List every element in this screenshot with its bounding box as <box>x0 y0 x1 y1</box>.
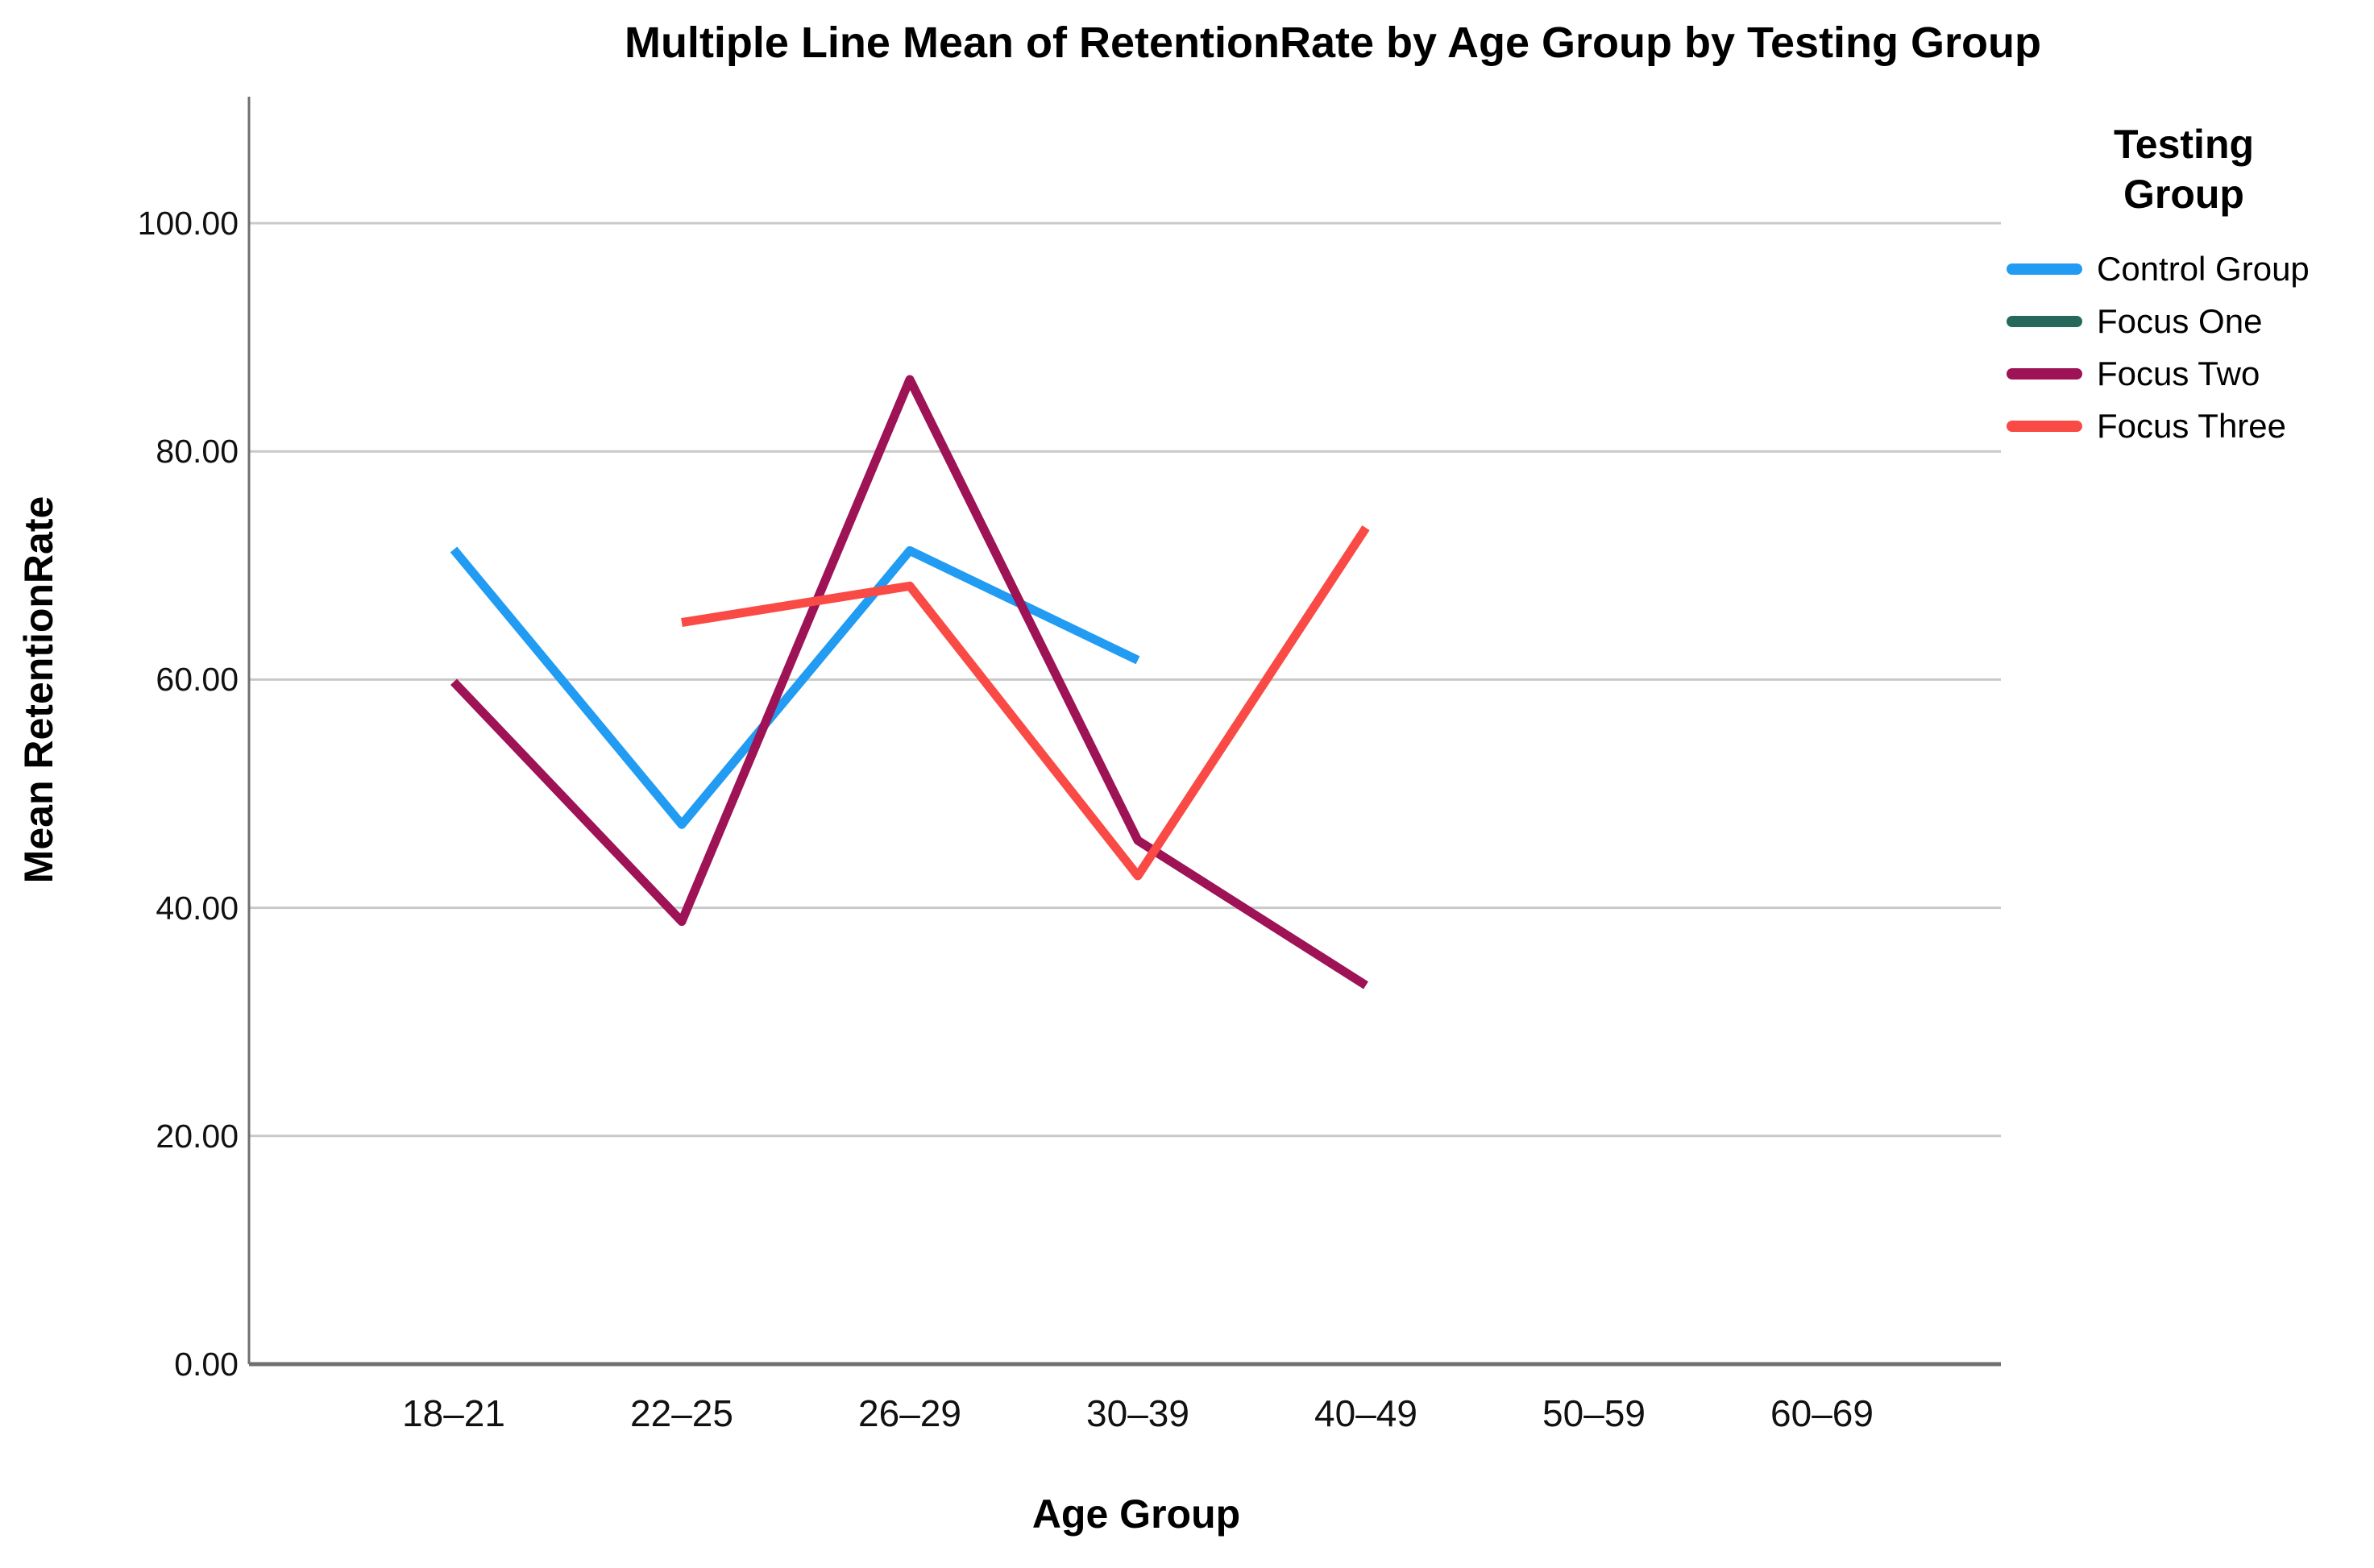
y-tick-label: 20.00 <box>156 1117 239 1155</box>
legend-swatch <box>2007 316 2082 327</box>
x-tick-label: 22–25 <box>630 1392 733 1434</box>
y-tick-label: 40.00 <box>156 889 239 927</box>
series-line-control-group <box>450 545 1140 829</box>
legend-title: Testing Group <box>2113 122 2255 217</box>
series-line-focus-two <box>450 375 1368 989</box>
legend-item-control-group: Control Group <box>1990 243 2374 295</box>
x-tick-label: 60–69 <box>1770 1392 1874 1434</box>
x-tick-label: 30–39 <box>1086 1392 1189 1434</box>
legend-item-label: Focus Three <box>2097 407 2286 445</box>
x-tick-label: 26–29 <box>858 1392 961 1434</box>
legend-item-label: Focus One <box>2097 302 2263 340</box>
chart-title: Multiple Line Mean of RetentionRate by A… <box>624 19 2042 67</box>
legend-item-label: Control Group <box>2097 250 2310 288</box>
x-tick-label: 18–21 <box>402 1392 505 1434</box>
y-tick-label: 80.00 <box>156 433 239 471</box>
legend-swatch <box>2007 263 2082 275</box>
y-tick-label: 60.00 <box>156 661 239 699</box>
x-axis-title: Age Group <box>1031 1491 1241 1537</box>
series-line-focus-three <box>681 525 1370 881</box>
legend-item-focus-three: Focus Three <box>1990 400 2374 452</box>
x-tick-label: 40–49 <box>1314 1392 1417 1434</box>
legend-item-label: Focus Two <box>2097 355 2260 392</box>
legend-item-focus-one: Focus One <box>1990 295 2374 347</box>
x-tick-label: 50–59 <box>1542 1392 1646 1434</box>
legend-swatch <box>2007 421 2082 432</box>
y-tick-label: 100.00 <box>137 205 239 242</box>
legend-item-focus-two: Focus Two <box>1990 347 2374 400</box>
legend-swatch <box>2007 368 2082 380</box>
y-tick-label: 0.00 <box>174 1346 239 1383</box>
